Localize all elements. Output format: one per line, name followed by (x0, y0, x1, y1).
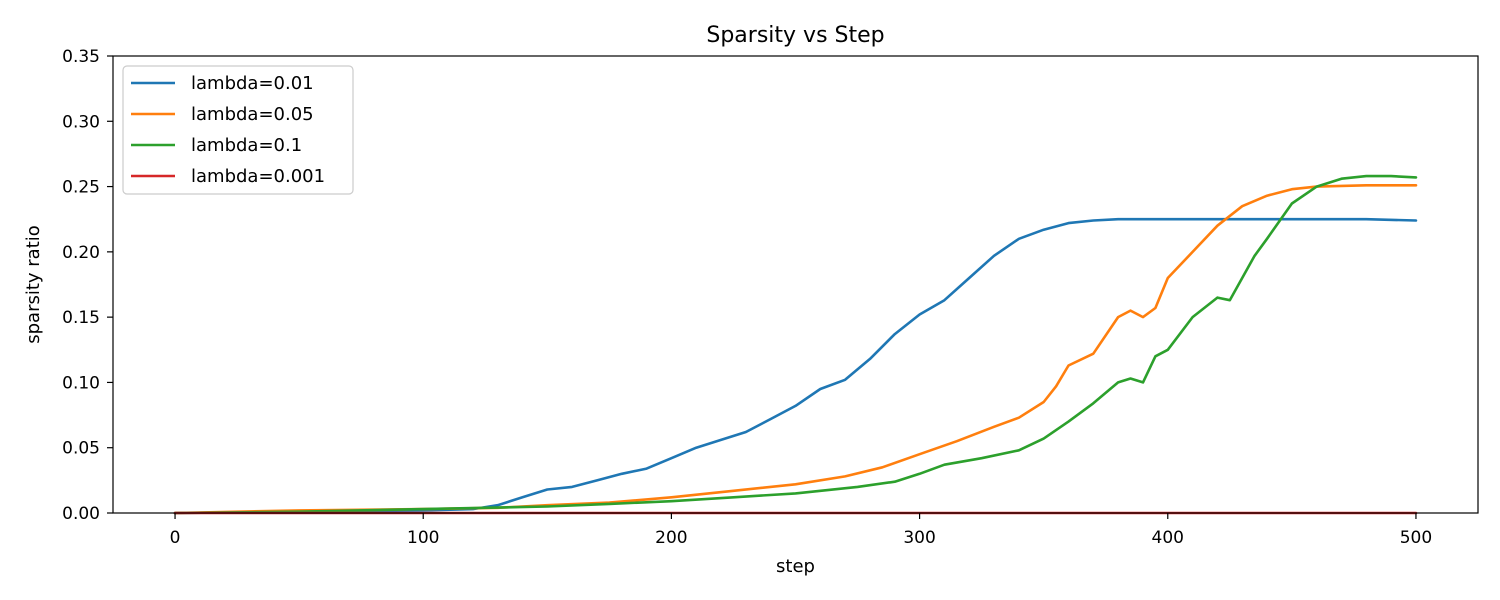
series-line-lambda=0.01 (173, 217, 1418, 515)
chart-title: Sparsity vs Step (706, 23, 884, 48)
y-axis: 0.00 0.05 0.10 0.15 0.20 0.25 0.30 0.35 (62, 47, 113, 524)
x-tick-label: 500 (1400, 528, 1432, 548)
x-tick-label: 200 (655, 528, 687, 548)
legend-entry-label: lambda=0.05 (191, 104, 314, 125)
y-tick-label: 0.00 (62, 504, 100, 524)
series-line-lambda=0.1 (173, 174, 1418, 515)
legend-box (122, 65, 354, 195)
y-tick-label: 0.30 (62, 112, 100, 132)
x-tick-label: 0 (170, 528, 181, 548)
y-tick-label: 0.05 (62, 439, 100, 459)
x-tick-label: 300 (903, 528, 935, 548)
x-axis-label: step (776, 556, 815, 577)
y-tick-label: 0.10 (62, 373, 100, 393)
legend-entry-label: lambda=0.01 (191, 73, 314, 94)
y-tick-label: 0.20 (62, 243, 100, 263)
x-tick-label: 400 (1152, 528, 1184, 548)
legend: lambda=0.01 lambda=0.05 lambda=0.1 lambda=0… (122, 65, 354, 195)
y-tick-label: 0.35 (62, 47, 100, 67)
series-line-lambda=0.05 (173, 184, 1418, 515)
legend-entry-label: lambda=0.1 (191, 135, 302, 156)
x-axis: 0 100 200 300 400 500 (170, 513, 1432, 548)
y-axis-label: sparsity ratio (23, 225, 44, 344)
y-tick-label: 0.25 (62, 178, 100, 198)
legend-entry-label: lambda=0.001 (191, 166, 325, 187)
y-tick-label: 0.15 (62, 308, 100, 328)
x-tick-label: 100 (407, 528, 439, 548)
plot-frame (112, 55, 1479, 514)
